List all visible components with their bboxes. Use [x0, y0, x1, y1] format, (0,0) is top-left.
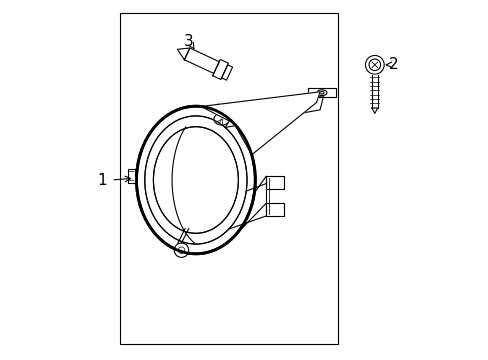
Polygon shape	[184, 48, 219, 73]
Polygon shape	[212, 59, 228, 80]
Bar	[120, 13, 337, 344]
Text: 3: 3	[183, 34, 193, 49]
Polygon shape	[371, 75, 377, 108]
Text: 1: 1	[97, 172, 107, 188]
Text: 2: 2	[388, 57, 398, 72]
Ellipse shape	[213, 113, 229, 125]
Polygon shape	[221, 65, 232, 80]
Polygon shape	[201, 92, 320, 155]
Polygon shape	[371, 108, 377, 113]
Ellipse shape	[365, 55, 384, 74]
Ellipse shape	[174, 243, 188, 257]
Polygon shape	[177, 48, 189, 60]
